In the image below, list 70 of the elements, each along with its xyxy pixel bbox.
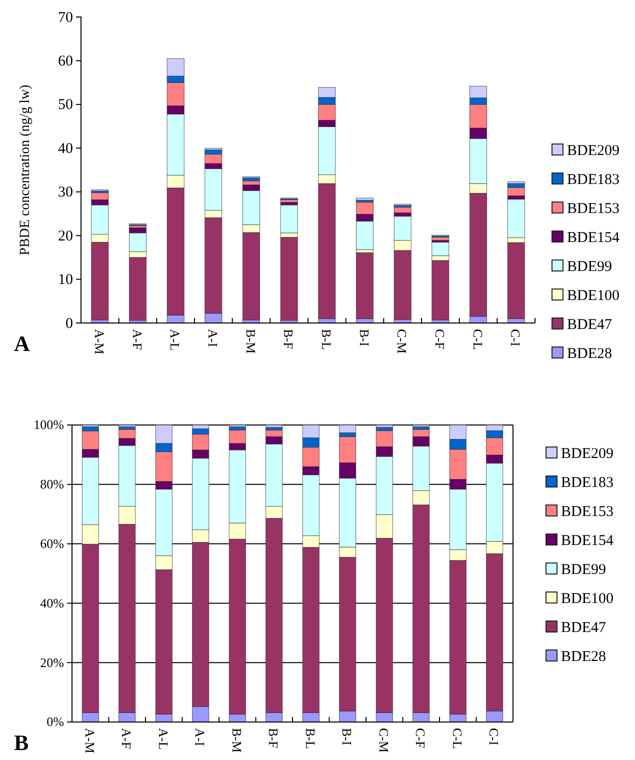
x-tick-label: B-I — [340, 728, 355, 746]
y-tick-label: 60 — [58, 54, 73, 70]
bar — [432, 260, 450, 320]
legend-label: BDE99 — [567, 259, 612, 275]
legend-label: BDE100 — [567, 288, 620, 304]
legend-label: BDE47 — [567, 317, 612, 333]
legend-label: BDE153 — [567, 201, 620, 217]
bar — [432, 237, 450, 241]
x-tick-label: A-F — [130, 329, 145, 350]
x-tick-label: B-F — [281, 329, 296, 350]
x-tick-label: A-M — [82, 728, 98, 754]
x-tick-label: C-F — [413, 728, 428, 748]
x-tick-label: A-L — [156, 728, 171, 750]
legend-label: BDE99 — [561, 562, 606, 578]
legend-label: BDE154 — [567, 230, 620, 246]
y-tick-label: 100% — [34, 417, 64, 432]
legend-label: BDE28 — [567, 346, 612, 362]
y-tick-label: 60% — [40, 536, 64, 551]
y-tick-label: 80% — [40, 476, 64, 492]
text: A — [14, 331, 30, 356]
legend-label: BDE183 — [561, 475, 614, 491]
x-tick-label: C-I — [486, 728, 502, 746]
bar — [507, 242, 525, 319]
bar — [339, 424, 356, 433]
legend-label: BDE28 — [561, 649, 606, 665]
bar — [356, 252, 374, 319]
legend-label: BDE100 — [561, 591, 614, 607]
y-tick-label: 40 — [58, 140, 73, 157]
x-tick-label: A-I — [192, 728, 208, 746]
legend-label: BDE153 — [561, 504, 614, 520]
x-tick-label: B-L — [318, 329, 334, 350]
x-tick-label: C-F — [432, 329, 448, 350]
legend-label: BDE209 — [567, 143, 620, 159]
x-tick-label: C-L — [470, 329, 486, 350]
y-tick-label: 20 — [58, 228, 73, 244]
x-tick-label: C-M — [376, 728, 392, 753]
x-tick-label: A-L — [168, 329, 183, 351]
x-tick-label: A-I — [205, 329, 220, 348]
y-tick-label: 20% — [40, 654, 64, 670]
legend-label: BDE154 — [561, 533, 614, 549]
x-tick-label: B-M — [229, 728, 244, 753]
text: B — [14, 730, 29, 755]
x-tick-label: A-M — [92, 329, 107, 355]
bar — [242, 178, 260, 182]
bar — [376, 424, 393, 428]
x-tick-label: B-F — [266, 728, 282, 748]
x-tick-label: B-M — [243, 329, 258, 354]
x-tick-label: A-F — [119, 728, 134, 749]
legend-label: BDE183 — [567, 172, 620, 188]
x-tick-label: C-I — [508, 329, 524, 346]
y-tick-label: 40% — [40, 595, 64, 610]
y-tick-label: 10 — [58, 272, 73, 288]
y-tick-label: 30 — [58, 184, 73, 201]
bar — [266, 424, 283, 428]
y-axis-title: PBDE concentration (ng/g lw) — [18, 84, 33, 256]
bar — [356, 198, 374, 200]
x-tick-label: C-M — [394, 329, 410, 354]
y-tick-label: 70 — [58, 10, 73, 26]
legend-label: BDE47 — [561, 620, 606, 636]
y-tick-label: 0 — [66, 316, 73, 332]
bar — [280, 237, 298, 321]
x-tick-label: C-L — [450, 728, 465, 749]
legend-label: BDE209 — [561, 446, 614, 462]
bar — [507, 187, 525, 196]
y-tick-label: 0% — [46, 714, 64, 730]
bar — [280, 204, 298, 234]
x-tick-label: B-L — [302, 728, 318, 749]
bar — [394, 206, 412, 214]
y-tick-label: 50 — [58, 97, 73, 114]
x-tick-label: B-I — [356, 329, 372, 346]
